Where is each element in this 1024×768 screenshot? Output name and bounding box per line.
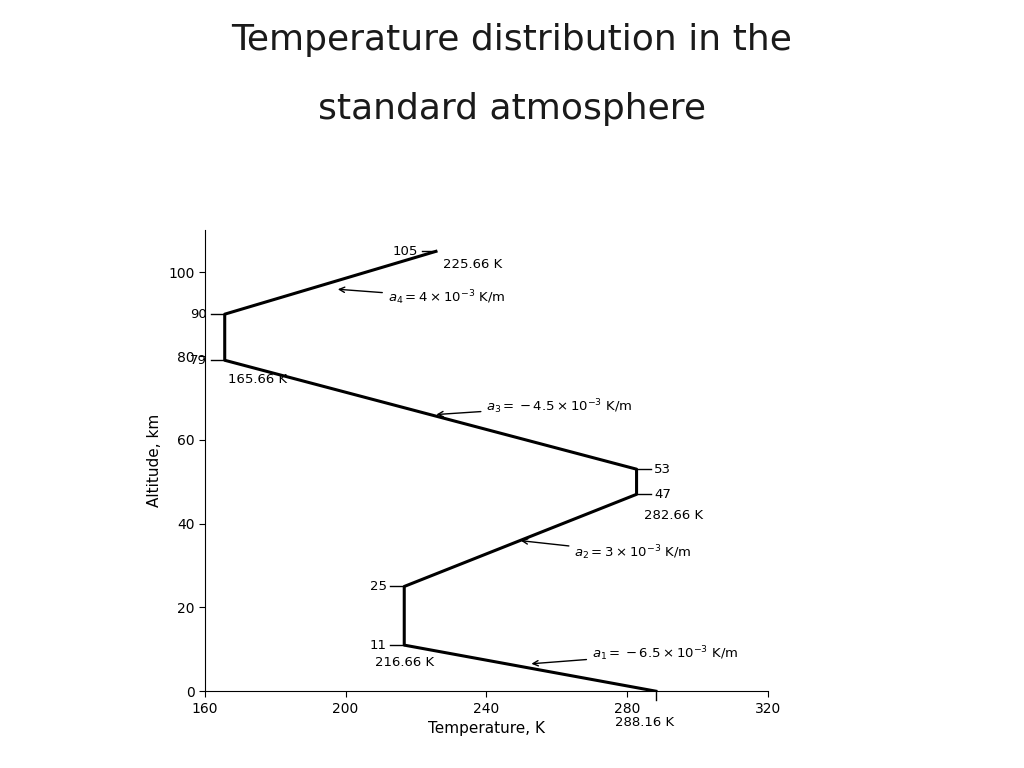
Text: 165.66 K: 165.66 K (228, 372, 288, 386)
Text: 288.16 K: 288.16 K (615, 717, 675, 730)
Text: standard atmosphere: standard atmosphere (318, 92, 706, 126)
Text: 216.66 K: 216.66 K (375, 656, 434, 669)
Text: 47: 47 (654, 488, 671, 501)
Text: $a_2 = 3 \times 10^{-3}$ K/m: $a_2 = 3 \times 10^{-3}$ K/m (522, 539, 692, 562)
Text: 282.66 K: 282.66 K (644, 509, 702, 522)
Text: 11: 11 (370, 639, 387, 651)
Text: 225.66 K: 225.66 K (443, 257, 502, 270)
Y-axis label: Altitude, km: Altitude, km (147, 414, 163, 508)
Text: 105: 105 (393, 245, 419, 258)
Text: 25: 25 (370, 580, 387, 593)
Text: $a_4 = 4 \times 10^{-3}$ K/m: $a_4 = 4 \times 10^{-3}$ K/m (339, 287, 505, 306)
Text: 90: 90 (190, 308, 207, 321)
Text: 53: 53 (654, 462, 671, 475)
Text: $a_3 = -4.5 \times 10^{-3}$ K/m: $a_3 = -4.5 \times 10^{-3}$ K/m (438, 397, 633, 417)
X-axis label: Temperature, K: Temperature, K (428, 721, 545, 737)
Text: Temperature distribution in the: Temperature distribution in the (231, 23, 793, 57)
Text: $a_1 = -6.5 \times 10^{-3}$ K/m: $a_1 = -6.5 \times 10^{-3}$ K/m (532, 644, 738, 666)
Text: 79: 79 (190, 354, 207, 367)
